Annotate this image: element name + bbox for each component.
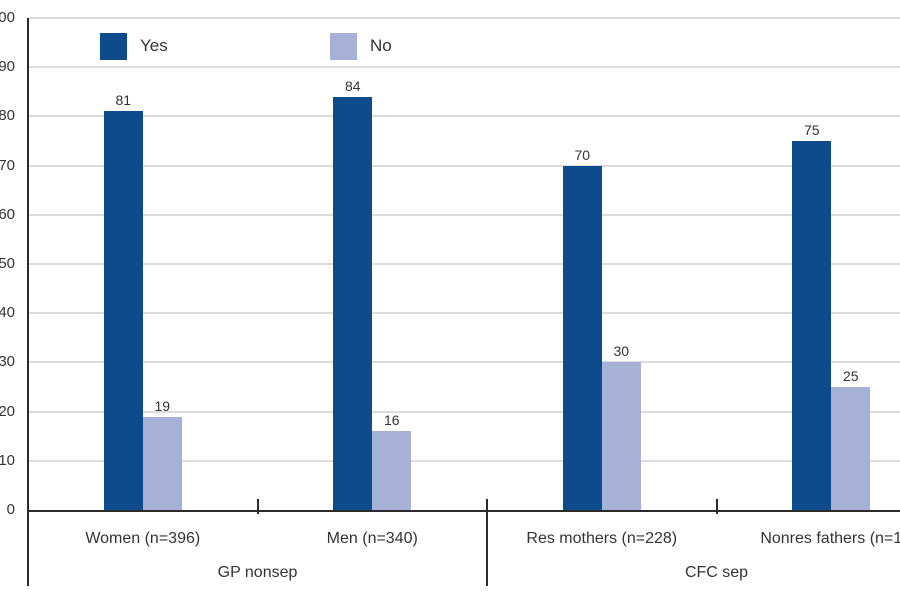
legend-swatch-no: [330, 32, 357, 60]
bar-value-label: 75: [803, 122, 820, 138]
bar-yes: [333, 96, 373, 510]
x-axis-group-label: CFC sep: [684, 564, 749, 581]
bar-no: [372, 431, 412, 510]
legend-item-yes: Yes: [100, 32, 168, 60]
x-axis-category-label: Res mothers (n=228): [526, 530, 678, 547]
bar-value-label: 70: [574, 146, 591, 163]
bar-value-label: 84: [344, 77, 361, 94]
y-axis-tick-label: 30: [0, 353, 15, 371]
y-axis-tick-label: 100: [0, 9, 15, 26]
y-axis-tick-label: 50: [0, 255, 15, 272]
legend-label-no: No: [370, 36, 392, 55]
x-axis-line: [27, 510, 900, 512]
x-axis-category-label: Nonres fathers (n=1: [760, 530, 900, 547]
gridline: [28, 410, 900, 413]
category-tick: [256, 499, 259, 514]
legend-item-no: No: [330, 32, 392, 60]
gridline: [28, 115, 900, 118]
bar-yes: [562, 165, 602, 510]
category-tick: [715, 499, 718, 514]
bar-value-label: 16: [383, 412, 400, 429]
bar-value-label: 25: [842, 368, 859, 384]
y-axis-tick-label: 20: [0, 402, 15, 420]
y-axis-tick-label: 60: [0, 205, 15, 223]
bar-no: [142, 416, 182, 510]
legend-swatch-yes: [100, 32, 127, 60]
bar-value-label: 30: [613, 343, 630, 360]
y-axis-tick-label: 40: [0, 304, 15, 322]
y-axis-tick-label: 90: [0, 58, 15, 76]
bar-value-label: 19: [154, 397, 171, 414]
bar-yes: [792, 141, 832, 510]
gridline: [28, 361, 900, 364]
gridline: [28, 312, 900, 315]
group-divider-line: [486, 499, 488, 586]
gridline: [28, 17, 900, 19]
bar-yes: [103, 111, 143, 510]
bar-no: [831, 387, 871, 510]
gridline: [28, 213, 900, 216]
x-axis-category-label: Men (n=340): [326, 530, 418, 547]
gridline: [28, 66, 900, 69]
gridline: [28, 164, 900, 167]
y-axis-line: [27, 18, 29, 586]
y-axis-tick-label: 80: [0, 107, 15, 125]
bar-value-label: 81: [115, 92, 132, 109]
gridline: [28, 263, 900, 265]
x-axis-group-label: GP nonsep: [217, 564, 298, 581]
bar-no: [601, 362, 641, 510]
y-axis-tick-label: 0: [6, 501, 15, 518]
x-axis-category-label: Women (n=396): [85, 530, 201, 547]
y-axis-tick-label: 70: [0, 156, 15, 174]
y-axis-tick-label: 10: [0, 451, 15, 469]
gridline: [28, 459, 900, 462]
legend-label-yes: Yes: [140, 36, 168, 55]
